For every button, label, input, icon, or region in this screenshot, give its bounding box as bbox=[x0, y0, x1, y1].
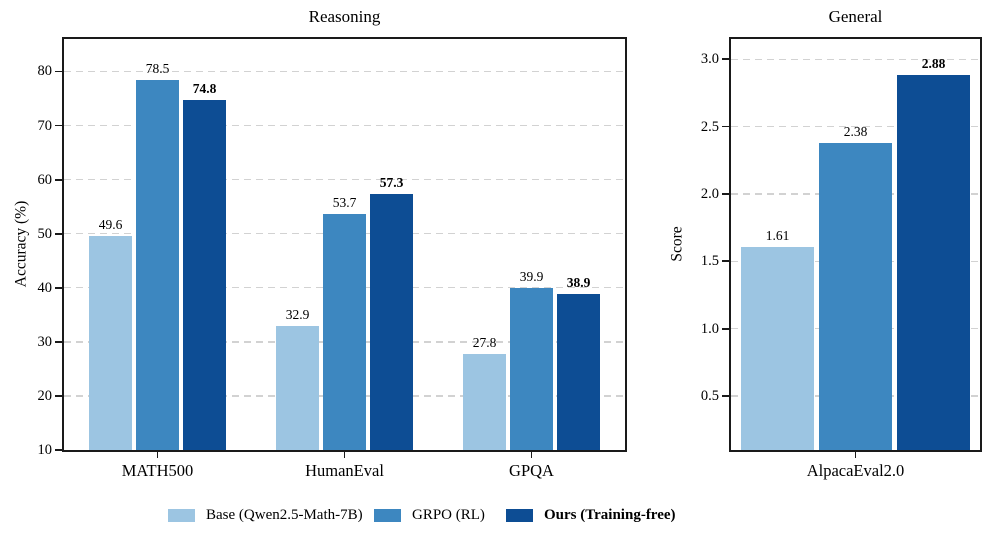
y-axis-tick bbox=[55, 178, 62, 181]
y-tick-label: 20 bbox=[37, 387, 53, 404]
legend-label-base: Base (Qwen2.5-Math-7B) bbox=[206, 507, 363, 523]
grpo-color-swatch bbox=[374, 508, 401, 522]
base-color-swatch bbox=[168, 508, 195, 522]
category-label: AlpacaEval2.0 bbox=[806, 461, 905, 480]
gridline bbox=[64, 178, 625, 181]
y-tick-label: 1.0 bbox=[700, 320, 719, 337]
x-axis-tick bbox=[343, 452, 346, 458]
legend-label-ours: Ours (Training-free) bbox=[544, 507, 676, 523]
reasoning-plot-area: 10 20 30 40 50 60 70 80 MATH500 49.6 78.5 74.8 Human… bbox=[38, 37, 627, 480]
bar-base-qwen2-5-math-7b bbox=[276, 326, 319, 450]
y-tick-label: 3.0 bbox=[700, 51, 719, 68]
bar-value-label: 27.8 bbox=[472, 334, 497, 350]
y-tick-label: 60 bbox=[37, 171, 53, 188]
y-axis-tick bbox=[55, 232, 62, 235]
legend: Base (Qwen2.5-Math-7B) GRPO (RL) Ours (T… bbox=[0, 504, 996, 528]
bar-value-label: 74.8 bbox=[192, 80, 217, 96]
gridline bbox=[731, 125, 980, 128]
bar-ours-training-free bbox=[897, 75, 970, 450]
y-tick-label: 1.5 bbox=[700, 253, 719, 270]
x-axis-tick bbox=[156, 452, 159, 458]
y-tick-label: 2.0 bbox=[700, 185, 719, 202]
bar-value-label: 53.7 bbox=[332, 194, 357, 210]
bar-value-label: 78.5 bbox=[145, 60, 170, 76]
legend-item-ours: Ours (Training-free) bbox=[506, 504, 676, 526]
y-axis-tick bbox=[55, 124, 62, 127]
y-tick-label: 10 bbox=[37, 442, 53, 458]
legend-item-grpo: GRPO (RL) bbox=[374, 504, 485, 526]
bar-value-label: 2.38 bbox=[843, 123, 868, 139]
y-axis-tick bbox=[55, 70, 62, 73]
y-axis-tick bbox=[722, 395, 729, 397]
bar-value-label: 39.9 bbox=[519, 269, 544, 285]
bar-ours-training-free bbox=[183, 99, 226, 450]
general-chart-title: General bbox=[828, 7, 883, 26]
y-tick-label: 0.5 bbox=[700, 388, 719, 405]
y-tick-label: 30 bbox=[37, 333, 53, 350]
gridline bbox=[731, 58, 980, 60]
y-axis-tick bbox=[722, 260, 729, 263]
bar-base-qwen2-5-math-7b bbox=[741, 246, 814, 450]
category-label: MATH500 bbox=[121, 461, 194, 480]
y-tick-label: 50 bbox=[37, 225, 53, 242]
y-axis-tick bbox=[722, 125, 729, 128]
bar-ours-training-free bbox=[370, 194, 413, 450]
y-tick-label: 40 bbox=[37, 279, 53, 296]
bar-value-label: 32.9 bbox=[285, 307, 310, 323]
bar-value-label: 2.88 bbox=[921, 56, 946, 72]
bar-ours-training-free bbox=[557, 293, 600, 450]
bar-grpo-rl bbox=[323, 213, 366, 450]
bar-grpo-rl bbox=[510, 288, 553, 450]
category-label: HumanEval bbox=[305, 461, 384, 480]
bar-value-label: 49.6 bbox=[98, 216, 123, 232]
y-tick-label: 2.5 bbox=[700, 118, 719, 135]
y-axis-tick bbox=[55, 286, 62, 289]
category-label: GPQA bbox=[509, 461, 554, 480]
bar-base-qwen2-5-math-7b bbox=[463, 353, 506, 450]
bar-value-label: 57.3 bbox=[379, 175, 404, 191]
y-axis-tick bbox=[55, 449, 62, 451]
y-tick-label: 70 bbox=[37, 117, 53, 134]
y-axis-tick bbox=[722, 58, 729, 61]
y-axis-tick bbox=[722, 327, 729, 330]
bar-grpo-rl bbox=[136, 79, 179, 450]
legend-item-base: Base (Qwen2.5-Math-7B) bbox=[168, 504, 363, 526]
gridline bbox=[64, 124, 625, 127]
y-tick-label: 80 bbox=[37, 63, 53, 80]
x-axis-tick bbox=[854, 452, 857, 458]
y-axis-tick bbox=[55, 395, 62, 397]
bar-base-qwen2-5-math-7b bbox=[89, 235, 132, 450]
gridline bbox=[64, 70, 625, 73]
reasoning-chart-title: Reasoning bbox=[308, 7, 381, 26]
legend-label-grpo: GRPO (RL) bbox=[412, 507, 485, 523]
bar-value-label: 38.9 bbox=[566, 274, 591, 290]
bar-value-label: 1.61 bbox=[765, 227, 790, 243]
general-plot-area: 0.5 1.0 1.5 2.0 2.5 3.0 AlpacaEval2.0 1.61 2.38 2… bbox=[701, 37, 982, 480]
bar-grpo-rl bbox=[819, 142, 892, 450]
y-axis-tick bbox=[722, 193, 729, 195]
x-axis-tick bbox=[530, 452, 533, 458]
ours-color-swatch bbox=[506, 508, 533, 522]
y-axis-tick bbox=[55, 340, 62, 343]
